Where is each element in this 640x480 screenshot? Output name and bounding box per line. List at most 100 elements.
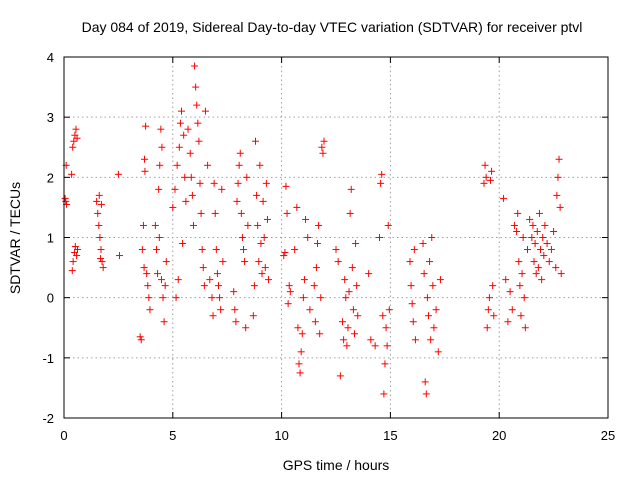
data-point xyxy=(173,161,181,169)
data-point xyxy=(156,161,164,169)
data-point xyxy=(197,209,205,217)
x-tick-label: 10 xyxy=(274,428,288,443)
data-point xyxy=(482,173,490,181)
data-point xyxy=(187,173,195,181)
data-point xyxy=(506,288,514,296)
data-point xyxy=(421,378,429,386)
data-point xyxy=(191,62,199,70)
data-point xyxy=(407,282,415,290)
data-point xyxy=(314,240,322,248)
data-point xyxy=(406,258,414,266)
data-point xyxy=(262,179,270,187)
data-point xyxy=(241,258,249,266)
data-point xyxy=(115,252,123,260)
data-point xyxy=(297,348,305,356)
data-point xyxy=(531,240,539,248)
data-point xyxy=(261,264,269,272)
data-point xyxy=(233,197,241,205)
data-point xyxy=(159,294,167,302)
data-point xyxy=(347,185,355,193)
data-point xyxy=(97,255,105,263)
data-point xyxy=(521,324,529,332)
data-point xyxy=(523,246,531,254)
data-point xyxy=(424,312,432,320)
data-point xyxy=(334,258,342,266)
data-point xyxy=(186,149,194,157)
data-point xyxy=(72,125,80,133)
data-point xyxy=(344,324,352,332)
data-point xyxy=(218,185,226,193)
data-point xyxy=(232,318,240,326)
data-point xyxy=(235,161,243,169)
data-point xyxy=(340,336,348,344)
data-point xyxy=(410,246,418,254)
data-point xyxy=(139,221,147,229)
data-point xyxy=(151,221,159,229)
data-point xyxy=(137,336,145,344)
x-tick-label: 15 xyxy=(383,428,397,443)
data-point xyxy=(378,170,386,178)
data-point xyxy=(263,215,271,223)
data-point xyxy=(320,137,328,145)
data-point xyxy=(430,324,438,332)
data-point xyxy=(489,282,497,290)
data-point xyxy=(515,258,523,266)
data-point xyxy=(484,306,492,314)
data-point xyxy=(259,197,267,205)
data-point xyxy=(281,249,289,257)
y-tick-labels: -2 -1 0 1 2 3 4 xyxy=(42,50,54,426)
data-point xyxy=(291,246,299,254)
data-point xyxy=(311,318,319,326)
data-point xyxy=(520,294,528,302)
data-point xyxy=(283,209,291,217)
data-point xyxy=(242,324,250,332)
data-point xyxy=(184,125,192,133)
data-point xyxy=(556,203,564,211)
data-point xyxy=(95,221,103,229)
data-point xyxy=(504,318,512,326)
data-point xyxy=(300,276,308,284)
data-point xyxy=(171,185,179,193)
data-point xyxy=(516,282,524,290)
data-point xyxy=(426,258,434,266)
axis-ticks xyxy=(63,56,609,419)
data-point xyxy=(237,209,245,217)
data-point xyxy=(195,137,203,145)
data-point xyxy=(304,234,312,241)
data-point xyxy=(367,336,375,344)
data-point xyxy=(385,306,393,314)
data-point xyxy=(384,221,392,229)
data-point xyxy=(346,209,354,217)
data-points xyxy=(61,62,565,398)
data-point xyxy=(429,282,437,290)
data-point xyxy=(554,173,562,181)
data-point xyxy=(193,101,201,109)
data-point xyxy=(317,294,325,302)
data-point xyxy=(286,288,294,296)
grid-lines xyxy=(64,57,608,418)
data-point xyxy=(174,276,182,284)
y-axis-label: SDTVAR / TECUs xyxy=(7,182,23,294)
data-point xyxy=(342,294,350,302)
data-point xyxy=(419,240,427,248)
data-point xyxy=(216,294,224,302)
data-point xyxy=(538,276,546,284)
data-point xyxy=(434,348,442,356)
data-point xyxy=(179,240,187,248)
data-point xyxy=(62,197,70,205)
data-point xyxy=(490,312,498,320)
data-point xyxy=(409,318,417,326)
data-point xyxy=(219,258,227,266)
x-tick-label: 25 xyxy=(601,428,615,443)
data-point xyxy=(234,179,242,187)
data-point xyxy=(349,306,357,314)
data-point xyxy=(280,252,288,260)
y-tick-label: 1 xyxy=(47,231,54,246)
data-point xyxy=(352,240,360,248)
y-tick-label: 0 xyxy=(47,291,54,306)
data-point xyxy=(98,258,106,266)
data-point xyxy=(140,264,148,272)
data-point xyxy=(428,234,436,241)
data-point xyxy=(188,191,196,199)
